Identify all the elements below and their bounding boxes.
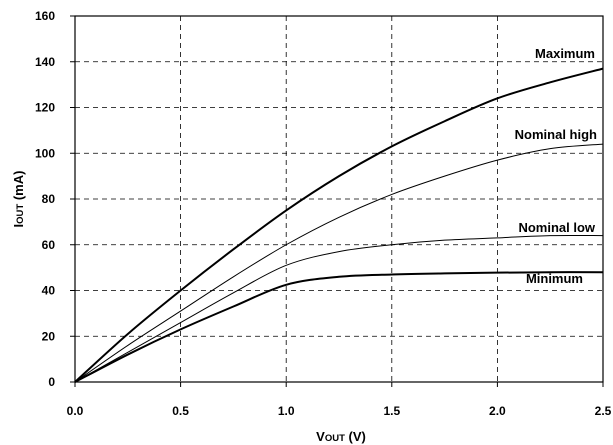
series-label-minimum: Minimum: [526, 271, 583, 286]
x-tick-label: 1.5: [383, 404, 400, 418]
series-line-nominal-low: [74, 234, 604, 383]
series-line-minimum: [74, 271, 604, 383]
y-axis-label-unit: (mA): [11, 171, 26, 204]
x-tick-labels: 0.0 0.5 1.0 1.5 2.0 2.5: [67, 404, 612, 418]
series-labels: Maximum Nominal high Nominal low Minimum: [515, 46, 597, 286]
axis-ticks: [70, 15, 604, 387]
y-tick-label: 140: [35, 55, 55, 69]
x-axis-label-unit: (V): [345, 429, 366, 444]
x-tick-label: 2.0: [489, 404, 506, 418]
x-axis-label-main: V: [316, 429, 325, 444]
series-label-nominal-low: Nominal low: [518, 220, 595, 235]
y-tick-label: 20: [42, 329, 56, 343]
series-label-maximum: Maximum: [535, 46, 595, 61]
x-tick-label: 1.0: [278, 404, 295, 418]
x-tick-label: 0.0: [67, 404, 84, 418]
series-label-nominal-high: Nominal high: [515, 127, 597, 142]
grid: [75, 16, 603, 382]
y-tick-label: 100: [35, 146, 55, 160]
y-axis-label-sub: OUT: [15, 204, 26, 224]
x-tick-label: 0.5: [172, 404, 189, 418]
x-axis-label: VOUT (V): [316, 429, 366, 444]
y-tick-label: 60: [42, 238, 56, 252]
y-tick-label: 120: [35, 101, 55, 115]
y-tick-label: 160: [35, 9, 55, 23]
series-line-nominal-high: [74, 143, 604, 383]
series-line-maximum: [74, 67, 604, 383]
y-axis-label-main: I: [11, 224, 26, 228]
series-lines: [74, 67, 604, 383]
x-axis-label-sub: OUT: [325, 433, 345, 444]
y-tick-labels: 0 20 40 60 80 100 120 140 160: [35, 9, 55, 389]
y-axis-label: IOUT (mA): [11, 171, 26, 228]
y-tick-label: 80: [42, 192, 56, 206]
x-tick-label: 2.5: [595, 404, 612, 418]
y-tick-label: 40: [42, 284, 56, 298]
y-tick-label: 0: [48, 375, 55, 389]
